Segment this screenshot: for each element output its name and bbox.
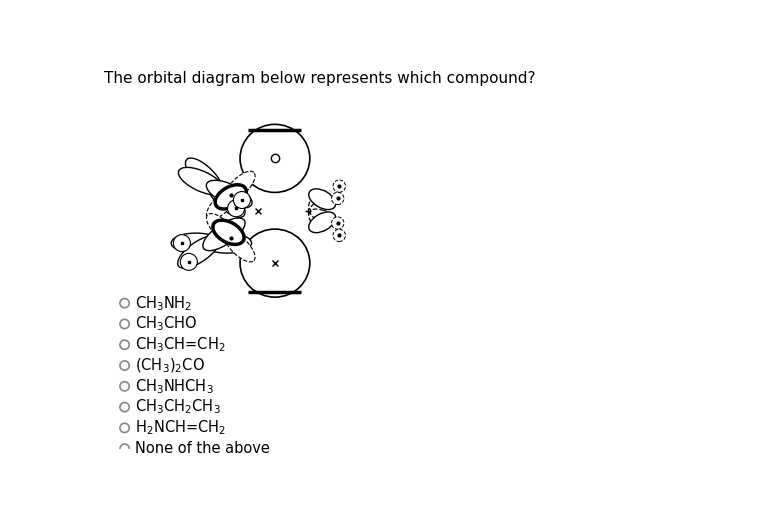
Circle shape [332,192,344,205]
Ellipse shape [310,209,333,222]
Ellipse shape [224,231,255,262]
Text: CH$_3$NHCH$_3$: CH$_3$NHCH$_3$ [135,377,214,395]
Ellipse shape [206,180,252,208]
Ellipse shape [240,124,310,192]
Ellipse shape [177,235,220,268]
Ellipse shape [202,233,252,253]
Text: CH$_3$CH=CH$_2$: CH$_3$CH=CH$_2$ [135,335,226,354]
Ellipse shape [240,229,310,297]
Ellipse shape [207,180,245,217]
Ellipse shape [309,190,326,210]
Text: CH$_3$CHO: CH$_3$CHO [135,315,198,333]
Ellipse shape [171,233,221,253]
Ellipse shape [213,220,244,244]
Text: CH$_3$NH$_2$: CH$_3$NH$_2$ [135,294,193,313]
Ellipse shape [215,185,247,209]
Ellipse shape [206,189,237,220]
Text: None of the above: None of the above [135,441,270,456]
Circle shape [333,180,345,192]
Ellipse shape [178,167,224,195]
Ellipse shape [203,218,245,250]
Ellipse shape [309,212,336,233]
Circle shape [333,229,345,241]
Ellipse shape [186,158,223,195]
Circle shape [228,200,244,217]
Ellipse shape [206,214,237,244]
Circle shape [234,191,250,209]
Ellipse shape [224,171,255,202]
Text: CH$_3$CH$_2$CH$_3$: CH$_3$CH$_2$CH$_3$ [135,398,221,417]
Circle shape [174,235,190,251]
Circle shape [180,254,197,270]
Ellipse shape [309,189,336,210]
Circle shape [332,217,344,229]
Text: H$_2$NCH=CH$_2$: H$_2$NCH=CH$_2$ [135,419,227,437]
Ellipse shape [310,199,333,213]
Text: (CH$_3$)$_2$CO: (CH$_3$)$_2$CO [135,357,205,375]
Ellipse shape [309,212,326,231]
Text: The orbital diagram below represents which compound?: The orbital diagram below represents whi… [104,71,536,86]
